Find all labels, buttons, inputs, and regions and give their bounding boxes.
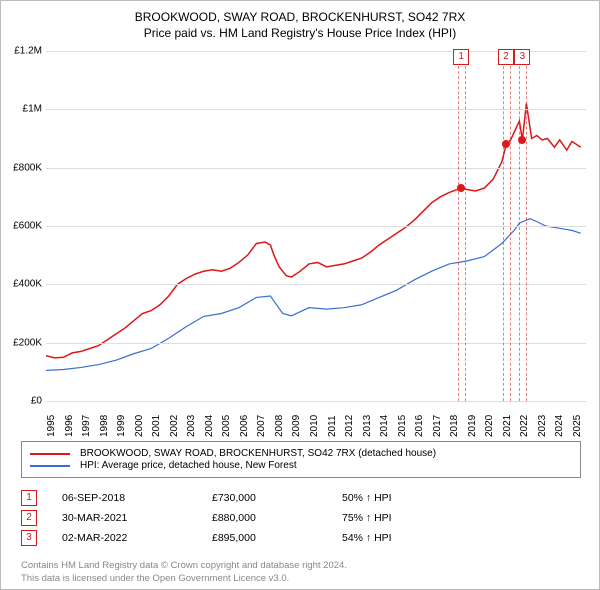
event-delta-1: 75% ↑ HPI: [342, 512, 462, 524]
event-date-2: 02-MAR-2022: [62, 532, 212, 544]
x-tick-label: 2004: [204, 415, 215, 437]
legend-row-1: HPI: Average price, detached house, New …: [30, 460, 572, 471]
x-tick-label: 2017: [432, 415, 443, 437]
x-tick-label: 2021: [502, 415, 513, 437]
price-marker: [518, 136, 526, 144]
x-tick-label: 2012: [344, 415, 355, 437]
y-tick-label: £400K: [4, 279, 42, 290]
x-tick-label: 2019: [467, 415, 478, 437]
event-band-label: 3: [514, 49, 530, 65]
footer: Contains HM Land Registry data © Crown c…: [21, 560, 347, 585]
title-line1: BROOKWOOD, SWAY ROAD, BROCKENHURST, SO42…: [1, 9, 599, 25]
x-tick-label: 1999: [116, 415, 127, 437]
title-line2: Price paid vs. HM Land Registry's House …: [1, 25, 599, 41]
event-delta-2: 54% ↑ HPI: [342, 532, 462, 544]
x-tick-label: 1997: [81, 415, 92, 437]
x-tick-label: 2020: [484, 415, 495, 437]
x-tick-label: 2025: [572, 415, 583, 437]
legend: BROOKWOOD, SWAY ROAD, BROCKENHURST, SO42…: [21, 441, 581, 478]
x-tick-label: 2009: [291, 415, 302, 437]
x-tick-label: 2022: [519, 415, 530, 437]
event-num-0: 1: [21, 490, 37, 506]
price-marker: [502, 140, 510, 148]
y-tick-label: £0: [4, 396, 42, 407]
events-table: 1 06-SEP-2018 £730,000 50% ↑ HPI 2 30-MA…: [21, 486, 581, 550]
event-date-1: 30-MAR-2021: [62, 512, 212, 524]
footer-line1: Contains HM Land Registry data © Crown c…: [21, 560, 347, 572]
legend-swatch-1: [30, 465, 70, 467]
chart-container: BROOKWOOD, SWAY ROAD, BROCKENHURST, SO42…: [0, 0, 600, 590]
x-tick-label: 2006: [239, 415, 250, 437]
legend-row-0: BROOKWOOD, SWAY ROAD, BROCKENHURST, SO42…: [30, 448, 572, 459]
x-tick-label: 2008: [274, 415, 285, 437]
x-tick-label: 1995: [46, 415, 57, 437]
x-tick-label: 1998: [99, 415, 110, 437]
x-tick-label: 2016: [414, 415, 425, 437]
event-band-label: 1: [453, 49, 469, 65]
title-block: BROOKWOOD, SWAY ROAD, BROCKENHURST, SO42…: [1, 1, 599, 41]
event-row-2: 3 02-MAR-2022 £895,000 54% ↑ HPI: [21, 530, 581, 546]
x-tick-label: 2003: [186, 415, 197, 437]
legend-label-0: BROOKWOOD, SWAY ROAD, BROCKENHURST, SO42…: [80, 448, 436, 459]
event-band-label: 2: [498, 49, 514, 65]
x-tick-label: 1996: [64, 415, 75, 437]
chart-area: £0£200K£400K£600K£800K£1M£1.2M1995199619…: [46, 51, 586, 402]
footer-line2: This data is licensed under the Open Gov…: [21, 573, 347, 585]
x-tick-label: 2018: [449, 415, 460, 437]
event-price-1: £880,000: [212, 512, 342, 524]
event-num-2: 3: [21, 530, 37, 546]
x-tick-label: 2000: [134, 415, 145, 437]
y-tick-label: £800K: [4, 162, 42, 173]
x-tick-label: 2002: [169, 415, 180, 437]
event-date-0: 06-SEP-2018: [62, 492, 212, 504]
x-tick-label: 2011: [327, 415, 338, 437]
y-tick-label: £200K: [4, 337, 42, 348]
event-price-2: £895,000: [212, 532, 342, 544]
x-tick-label: 2014: [379, 415, 390, 437]
x-tick-label: 2023: [537, 415, 548, 437]
legend-swatch-0: [30, 453, 70, 455]
y-tick-label: £600K: [4, 221, 42, 232]
event-num-1: 2: [21, 510, 37, 526]
price-marker: [457, 184, 465, 192]
event-delta-0: 50% ↑ HPI: [342, 492, 462, 504]
x-tick-label: 2013: [362, 415, 373, 437]
x-tick-label: 2005: [221, 415, 232, 437]
x-tick-label: 2010: [309, 415, 320, 437]
x-tick-label: 2001: [151, 415, 162, 437]
event-price-0: £730,000: [212, 492, 342, 504]
y-tick-label: £1.2M: [4, 46, 42, 57]
event-row-0: 1 06-SEP-2018 £730,000 50% ↑ HPI: [21, 490, 581, 506]
x-tick-label: 2015: [397, 415, 408, 437]
y-tick-label: £1M: [4, 104, 42, 115]
legend-label-1: HPI: Average price, detached house, New …: [80, 460, 297, 471]
x-tick-label: 2007: [256, 415, 267, 437]
x-tick-label: 2024: [554, 415, 565, 437]
event-row-1: 2 30-MAR-2021 £880,000 75% ↑ HPI: [21, 510, 581, 526]
